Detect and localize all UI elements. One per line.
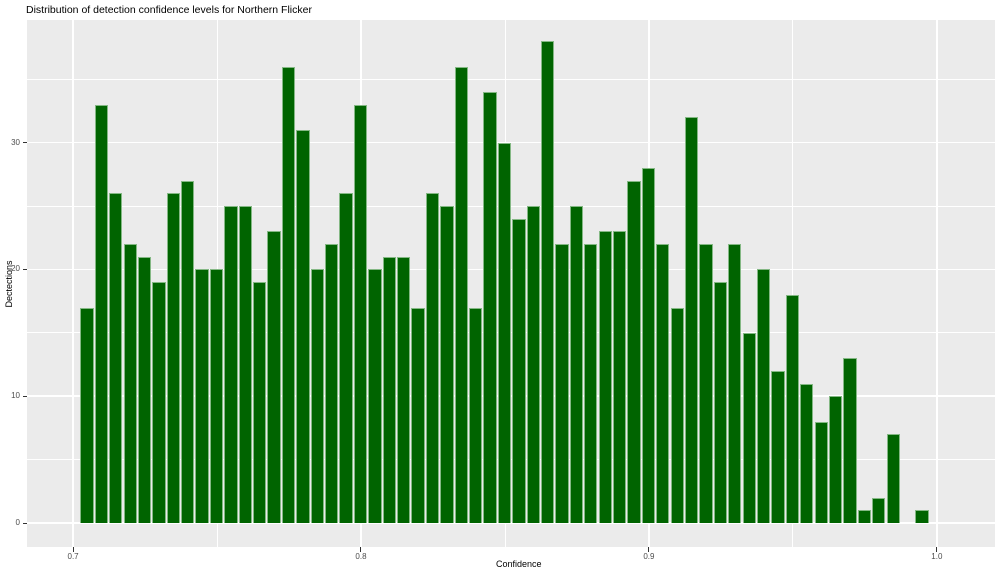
histogram-bar xyxy=(281,66,296,523)
histogram-bar xyxy=(641,168,656,524)
histogram-bar xyxy=(512,218,526,523)
histogram-bar xyxy=(526,206,540,523)
histogram-bar xyxy=(872,497,886,524)
y-tick-label: 10 xyxy=(11,391,20,401)
histogram-bar xyxy=(771,370,785,524)
histogram-bar xyxy=(296,129,310,523)
histogram-bar xyxy=(368,269,382,523)
histogram-bar xyxy=(267,231,281,524)
y-tick-mark xyxy=(22,268,27,270)
histogram-bar xyxy=(353,104,368,524)
x-axis-title: Confidence xyxy=(496,559,542,569)
minor-gridline-x xyxy=(792,20,794,547)
histogram-bar xyxy=(411,307,425,524)
histogram-bar xyxy=(382,256,396,523)
histogram-bar xyxy=(397,256,411,523)
histogram-bar xyxy=(800,383,814,523)
histogram-bar xyxy=(497,142,512,523)
histogram-bar xyxy=(814,421,828,523)
histogram-bar xyxy=(627,180,641,524)
y-tick-label: 20 xyxy=(11,264,20,274)
histogram-bar xyxy=(195,269,209,523)
histogram-bar xyxy=(598,231,612,524)
x-tick-label: 0.8 xyxy=(355,552,367,561)
histogram-bar xyxy=(857,510,872,524)
minor-gridline-y xyxy=(27,78,995,80)
histogram-bar xyxy=(483,91,497,523)
plot-panel xyxy=(27,20,995,547)
x-tick-mark xyxy=(360,547,362,552)
x-tick-mark xyxy=(72,547,74,552)
histogram-bar xyxy=(137,256,152,523)
histogram-bar xyxy=(713,282,728,523)
histogram-bar xyxy=(656,244,670,524)
histogram-bar xyxy=(915,510,929,524)
major-gridline-x xyxy=(72,20,74,547)
x-tick-label: 0.7 xyxy=(67,552,79,561)
histogram-bar xyxy=(469,307,483,524)
histogram-bar xyxy=(166,193,180,523)
major-gridline-x xyxy=(936,20,938,547)
histogram-bar xyxy=(440,206,454,523)
histogram-bar xyxy=(728,244,742,524)
histogram-bar xyxy=(785,294,800,523)
histogram-bar xyxy=(109,193,123,523)
histogram-bar xyxy=(569,206,584,523)
y-tick-mark xyxy=(22,522,27,524)
histogram-bar xyxy=(555,244,569,524)
histogram-bar xyxy=(425,193,440,523)
y-tick-label: 0 xyxy=(15,518,20,528)
histogram-bar xyxy=(584,244,598,524)
histogram-bar xyxy=(540,41,555,524)
histogram-bar xyxy=(843,358,857,523)
histogram-bar xyxy=(181,180,195,524)
major-gridline-y xyxy=(27,522,995,524)
histogram-bar xyxy=(253,282,267,523)
chart-title: Distribution of detection confidence lev… xyxy=(26,4,312,16)
histogram-bar xyxy=(742,332,756,523)
histogram-bar xyxy=(684,117,699,524)
histogram-bar xyxy=(152,282,166,523)
y-tick-mark xyxy=(22,395,27,397)
histogram-bar xyxy=(94,104,109,524)
histogram-bar xyxy=(310,269,324,523)
x-tick-label: 0.9 xyxy=(643,552,655,561)
histogram-bar xyxy=(828,396,843,523)
histogram-bar xyxy=(123,244,137,524)
y-tick-label: 30 xyxy=(11,137,20,147)
histogram-bar xyxy=(756,269,771,523)
x-tick-mark xyxy=(936,547,938,552)
histogram-bar xyxy=(454,66,468,523)
y-tick-mark xyxy=(22,142,27,144)
histogram-bar xyxy=(325,244,339,524)
x-tick-label: 1.0 xyxy=(931,552,943,561)
histogram-bar xyxy=(339,193,353,523)
histogram-bar xyxy=(80,307,94,524)
x-tick-mark xyxy=(648,547,650,552)
histogram-bar xyxy=(209,269,224,523)
histogram-bar xyxy=(612,231,627,524)
histogram-bar xyxy=(224,206,238,523)
histogram-bar xyxy=(238,206,252,523)
histogram-bar xyxy=(670,307,684,524)
histogram-bar xyxy=(886,434,900,524)
histogram-bar xyxy=(699,244,713,524)
y-axis-title: Dectections xyxy=(4,259,14,308)
